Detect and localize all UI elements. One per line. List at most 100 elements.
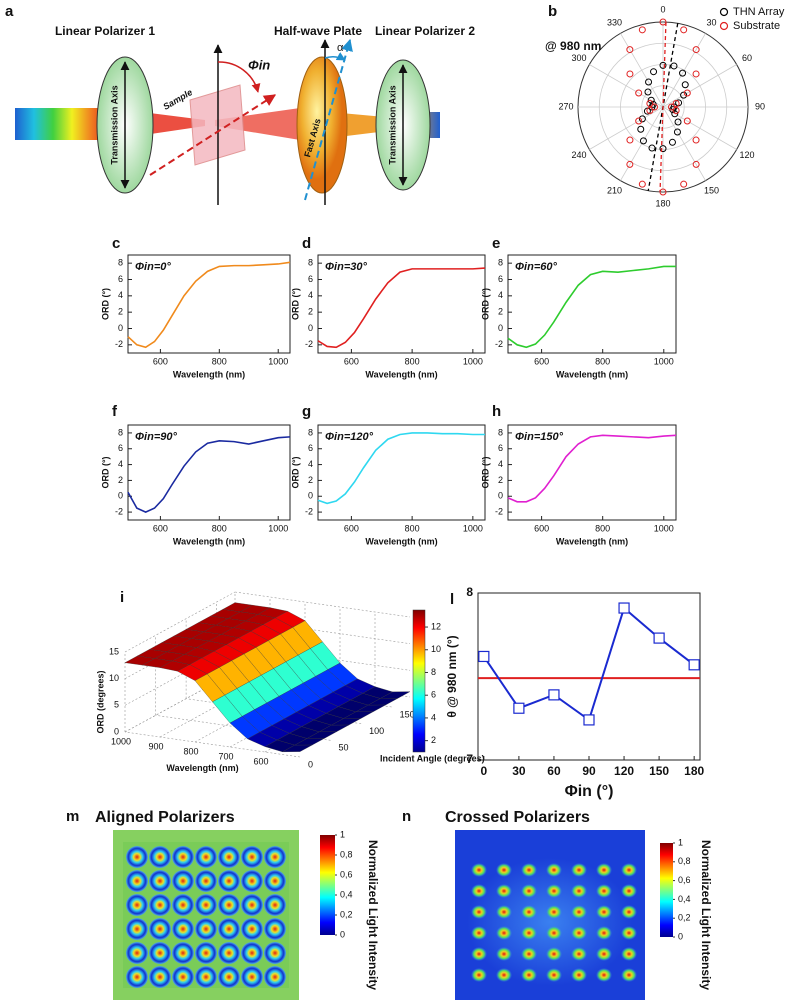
intensity-spot xyxy=(471,947,487,961)
x-tick-label: 600 xyxy=(153,356,168,366)
point xyxy=(650,68,658,76)
y-tick-label: -2 xyxy=(495,506,503,516)
intensity-spot xyxy=(471,968,487,982)
angle-arc xyxy=(217,61,261,93)
y-tick-label: 0 xyxy=(308,759,313,769)
intensity-spot xyxy=(571,905,587,919)
component-label: Half-wave Plate xyxy=(274,24,362,38)
point xyxy=(653,632,665,644)
plot-frame xyxy=(127,254,291,354)
theta-tick-label: 240 xyxy=(571,150,586,160)
intensity-spot xyxy=(149,918,171,940)
intensity-spot xyxy=(149,870,171,892)
grid-line xyxy=(620,33,664,108)
intensity-spot xyxy=(521,863,537,877)
colorbar-tick-label: 0,6 xyxy=(678,875,691,885)
beam xyxy=(215,108,300,140)
y-tick-label: 7 xyxy=(466,752,473,766)
y-axis-label: ORD (°) xyxy=(480,288,490,320)
x-tick-label: 700 xyxy=(218,751,233,761)
point xyxy=(681,81,689,89)
y-tick-label: 0 xyxy=(308,323,313,333)
series-line xyxy=(507,265,676,349)
intensity-spot xyxy=(521,947,537,961)
intensity-spot xyxy=(195,918,217,940)
intensity-spot xyxy=(172,846,194,868)
colorbar-label: Normalized Light Intensity xyxy=(366,840,380,990)
plot-frame xyxy=(507,424,677,521)
intensity-spot xyxy=(195,966,217,988)
chart-title: Φin=60° xyxy=(515,261,557,273)
intensity-spot xyxy=(264,846,286,868)
x-tick-label: 800 xyxy=(595,523,610,533)
intensity-spot xyxy=(241,870,263,892)
x-tick-label: 600 xyxy=(253,756,268,766)
intensity-spot xyxy=(241,918,263,940)
grid-line xyxy=(234,591,411,618)
point xyxy=(626,70,634,78)
y-tick-label: -2 xyxy=(305,339,313,349)
intensity-spot xyxy=(172,870,194,892)
point xyxy=(635,89,643,97)
x-tick-label: 600 xyxy=(344,523,359,533)
y-tick-label: 2 xyxy=(118,307,123,317)
grid-line xyxy=(662,106,737,150)
input-beam xyxy=(15,108,110,140)
colorbar-label: Normalized Light Intensity xyxy=(699,840,713,990)
colorbar xyxy=(412,609,426,753)
half-wave-plate xyxy=(296,56,348,194)
x-tick-label: 600 xyxy=(534,356,549,366)
axis-line xyxy=(659,22,667,192)
intensity-spot xyxy=(471,926,487,940)
x-tick-label: 150 xyxy=(649,764,669,778)
intensity-spot xyxy=(546,926,562,940)
y-tick-label: 6 xyxy=(118,274,123,284)
grid-line xyxy=(124,731,301,758)
colorbar-tick-label: 0,8 xyxy=(678,856,691,866)
intensity-spot xyxy=(546,905,562,919)
point xyxy=(672,99,680,107)
point xyxy=(626,136,634,144)
x-tick-label: 800 xyxy=(405,523,420,533)
point xyxy=(638,115,646,123)
intensity-spot xyxy=(546,863,562,877)
colorbar xyxy=(320,835,335,935)
point xyxy=(618,602,630,614)
colorbar-tick-label: 0,2 xyxy=(678,913,691,923)
grid-line xyxy=(124,591,236,653)
intensity-spot xyxy=(621,905,637,919)
intensity-spot xyxy=(126,918,148,940)
point xyxy=(680,180,688,188)
z-tick-label: 10 xyxy=(109,673,119,683)
plot-frame xyxy=(317,424,486,521)
intensity-spot xyxy=(172,894,194,916)
chart-title: Aligned Polarizers xyxy=(95,809,235,826)
intensity-spot xyxy=(521,905,537,919)
y-tick-label: 4 xyxy=(118,459,123,469)
point xyxy=(644,88,652,96)
y-tick-label: -2 xyxy=(495,339,503,349)
point xyxy=(670,62,678,70)
x-axis-label: Wavelength (nm) xyxy=(173,536,245,546)
intensity-spot xyxy=(149,966,171,988)
intensity-spot xyxy=(621,947,637,961)
intensity-spot xyxy=(126,942,148,964)
intensity-spot xyxy=(471,884,487,898)
component-label: Linear Polarizer 2 xyxy=(375,24,475,38)
panel-label: c xyxy=(112,235,120,252)
x-tick-label: 1000 xyxy=(268,523,288,533)
chart-title: Φin=0° xyxy=(135,261,171,273)
panel-label: g xyxy=(302,403,311,420)
y-axis-label: θ @ 980 nm (°) xyxy=(445,635,459,717)
axis-label: Transmission Axis xyxy=(387,85,397,164)
y-tick-label: -2 xyxy=(305,506,313,516)
y-tick-label: 4 xyxy=(308,290,313,300)
intensity-spot xyxy=(621,863,637,877)
y-tick-label: 2 xyxy=(498,307,503,317)
point xyxy=(478,650,490,663)
series-line xyxy=(127,261,291,349)
z-tick-label: 15 xyxy=(109,646,119,656)
x-tick-label: 1000 xyxy=(463,356,483,366)
colorbar-tick-label: 0,2 xyxy=(340,909,353,919)
point xyxy=(680,91,688,99)
